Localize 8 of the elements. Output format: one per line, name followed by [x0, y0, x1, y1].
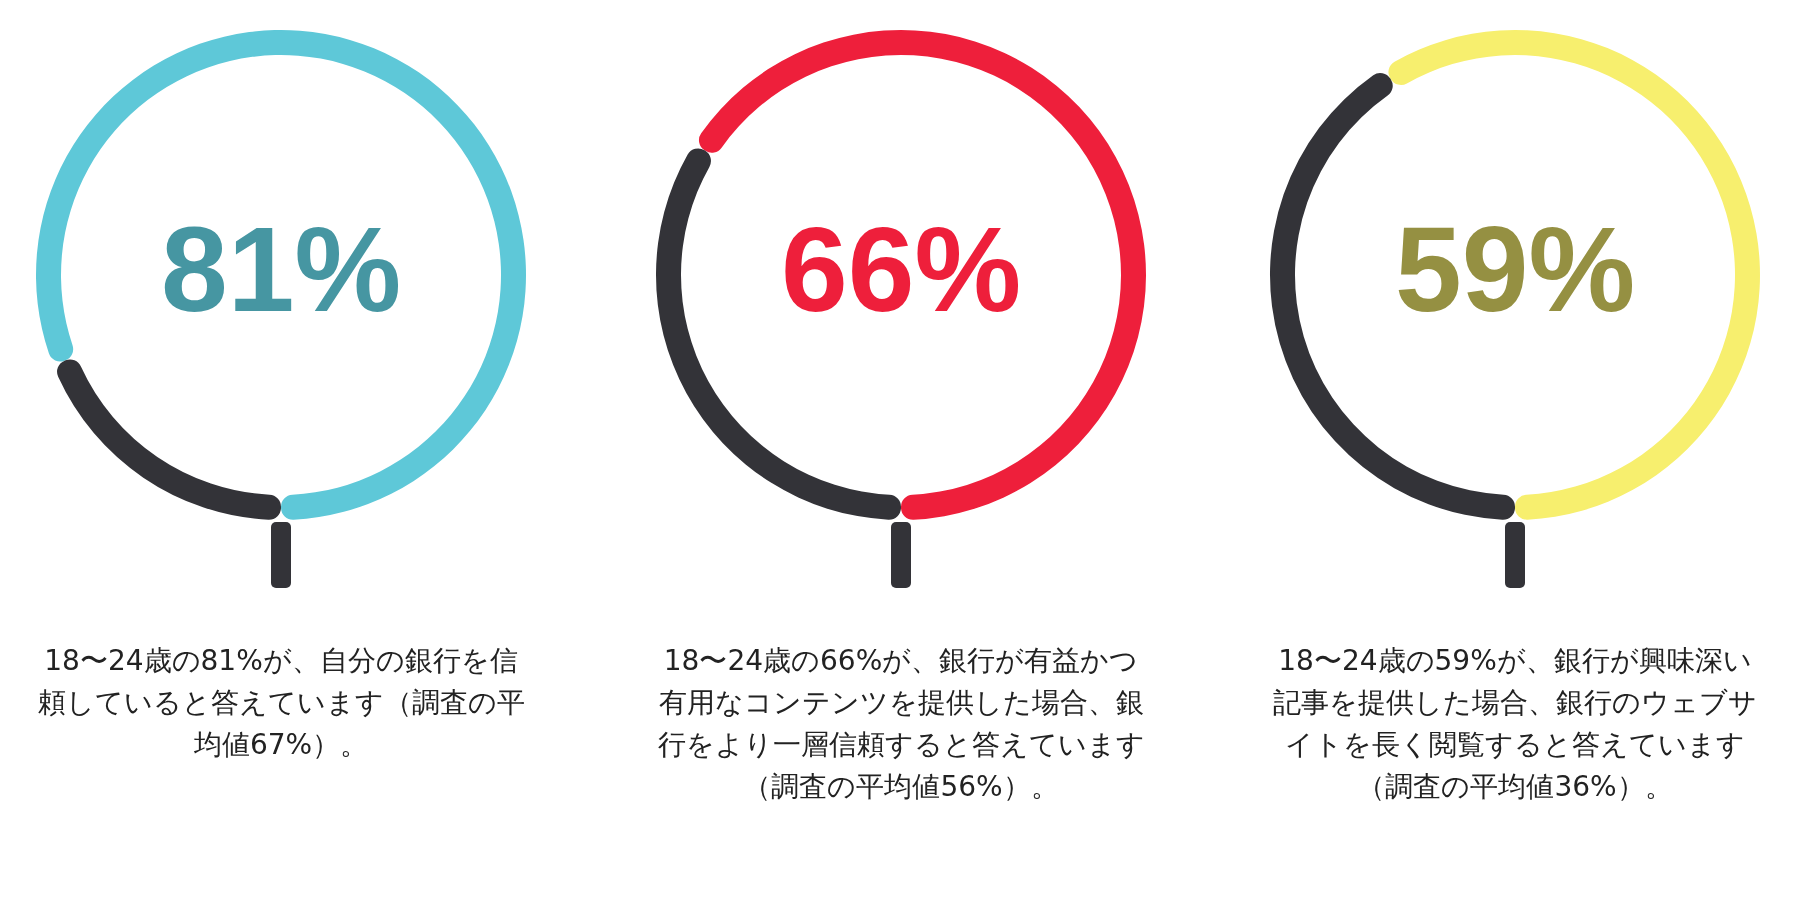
data-label: 59% [1394, 202, 1636, 336]
data-label: 81% [160, 202, 402, 336]
donut-slice [57, 359, 281, 520]
text: 18〜24歳の66%が、銀行が有益かつ有用なコンテンツを提供した場合、銀行をより一層信頼すると答えています（調査の平均値56%）。 [656, 643, 1146, 805]
text: 18〜24歳の59%が、銀行が興味深い記事を提供した場合、銀行のウェブサイトを長く閲覧すると答えています（調査の平均値36%）。 [1272, 643, 1758, 805]
data-label: 66% [780, 202, 1022, 336]
donut-slice [36, 30, 526, 520]
text: 18〜24歳の81%が、自分の銀行を信頼していると答えています（調査の平均値67%）。 [36, 643, 526, 763]
